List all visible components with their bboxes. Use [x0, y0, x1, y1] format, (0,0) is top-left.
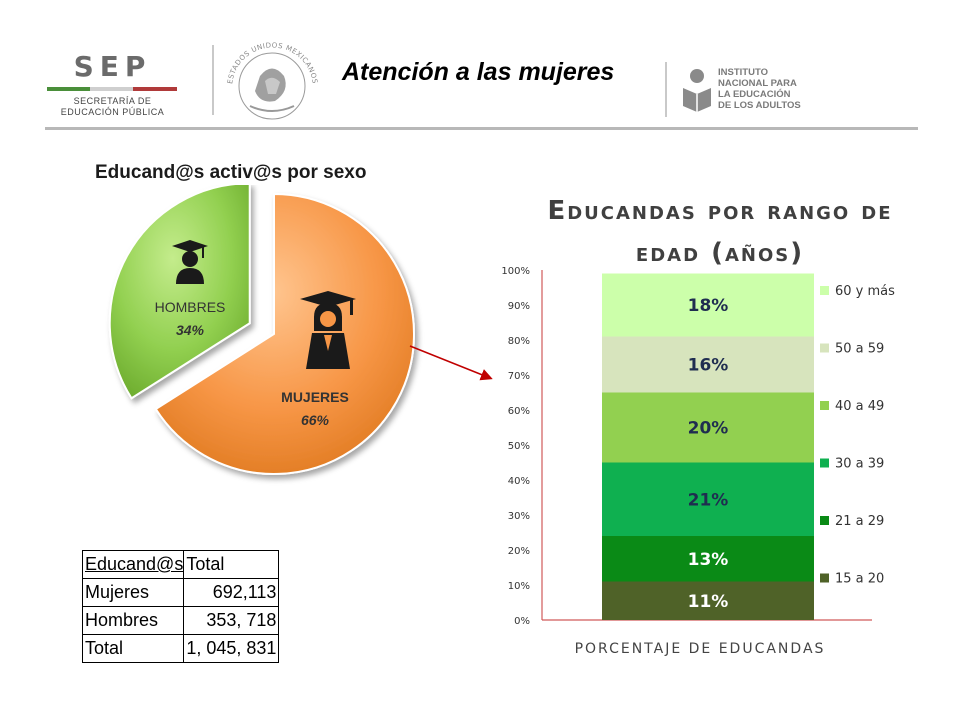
bar-segment: [602, 462, 814, 536]
slide-header: SEP SECRETARÍA DE EDUCACIÓN PÚBLICA ESTA…: [0, 0, 960, 132]
table-header-cell: Total: [183, 550, 280, 579]
bar-segment: [602, 536, 814, 582]
bar-segment: [602, 581, 814, 620]
pie-slice-mujeres: [154, 192, 415, 475]
inea-logo-text: INSTITUTO NACIONAL PARA LA EDUCACIÓN DE …: [718, 67, 801, 111]
legend-swatch: [820, 458, 829, 468]
y-tick-label: 30%: [508, 511, 530, 522]
legend-label: 21 a 29: [835, 514, 884, 529]
bar-legend: 60 y más 50 a 59 40 a 49 30 a 39 21 a 29 15 a…: [820, 284, 895, 587]
bar-data-label: 11%: [688, 592, 729, 612]
bar-segment: [602, 273, 814, 337]
pie-chart-title: Educand@s activ@s por sexo: [95, 162, 367, 183]
inea-line4: DE LOS ADULTOS: [718, 100, 801, 111]
pie-value-hombres: 34%: [176, 322, 205, 338]
sep-logo-bar: [47, 87, 177, 91]
bar-chart-title: Educandas por rango de edad (años): [520, 190, 920, 274]
table-cell-label: Mujeres: [81, 578, 185, 607]
pie-label-mujeres: MUJERES: [281, 389, 349, 405]
table-cell-value: 353, 718: [183, 606, 280, 635]
bar-segments: 11% 13% 21% 20% 16% 18%: [602, 273, 814, 620]
y-tick-label: 70%: [508, 371, 530, 382]
sep-logo-word: SEP: [73, 50, 152, 83]
header-divider: [212, 45, 214, 115]
y-tick-label: 50%: [508, 441, 530, 452]
pie-slice-hombres: [108, 185, 251, 400]
mexican-seal-icon: ESTADOS UNIDOS MEXICANOS: [226, 41, 318, 120]
bar-data-label: 21%: [688, 490, 729, 510]
table-cell-label: Total: [81, 634, 185, 663]
header-rule: [45, 127, 918, 130]
legend-label: 30 a 39: [835, 457, 884, 472]
y-tick-label: 80%: [508, 336, 530, 347]
table-header-row: Educand@s Total: [81, 550, 280, 579]
legend-swatch: [820, 401, 829, 410]
bar-data-label: 18%: [688, 296, 729, 316]
sep-logo-line2: EDUCACIÓN PÚBLICA: [60, 107, 165, 117]
legend-swatch: [820, 516, 829, 525]
header-divider: [665, 62, 667, 117]
table-cell-label: Hombres: [81, 606, 185, 635]
table-row: Hombres 353, 718: [81, 606, 280, 635]
stacked-bar-chart: 0% 10% 20% 30% 40% 50% 60% 70% 80% 90% 100% 11% 13%…: [501, 266, 895, 657]
table-row: Total 1, 045, 831: [81, 634, 280, 663]
inea-line2: NACIONAL PARA: [718, 78, 797, 89]
bar-segment: [602, 336, 814, 393]
pie-value-mujeres: 66%: [301, 412, 330, 428]
bar-data-label: 16%: [688, 356, 729, 376]
sep-logo: SEP SECRETARÍA DE EDUCACIÓN PÚBLICA: [45, 50, 180, 120]
legend-swatch: [820, 573, 829, 583]
bar-segment: [602, 392, 814, 463]
sep-logo-line1: SECRETARÍA DE: [73, 96, 152, 106]
pie-label-hombres: HOMBRES: [155, 299, 226, 315]
bar-data-label: 20%: [688, 419, 729, 439]
bar-chart-title-line1: Educandas por rango de: [547, 196, 893, 226]
bar-data-label: 13%: [688, 550, 729, 570]
inea-reader-icon: [683, 69, 711, 112]
legend-swatch: [820, 343, 829, 353]
table-header-cell: Educand@s: [81, 550, 185, 579]
legend-swatch: [820, 286, 829, 295]
educandos-table: Educand@s Total Mujeres 692,113 Hombres …: [81, 550, 280, 663]
male-graduate-icon: [172, 240, 208, 284]
inea-line3: LA EDUCACIÓN: [718, 89, 791, 100]
legend-label: 60 y más: [835, 284, 895, 299]
y-tick-label: 20%: [508, 546, 530, 557]
inea-line1: INSTITUTO: [718, 67, 768, 78]
legend-label: 15 a 20: [835, 572, 884, 587]
table-row: Mujeres 692,113: [81, 578, 280, 607]
pie-chart: HOMBRES 34% MUJERES 66%: [108, 185, 415, 475]
bar-chart-title-line2: edad (años): [635, 238, 805, 268]
legend-label: 50 a 59: [835, 342, 884, 357]
slide-title: Atención a las mujeres: [342, 58, 615, 86]
table-cell-value: 1, 045, 831: [183, 634, 280, 663]
y-tick-label: 90%: [508, 301, 530, 312]
bar-x-axis-label: PORCENTAJE DE EDUCANDAS: [575, 641, 826, 657]
legend-label: 40 a 49: [835, 399, 884, 414]
connector-arrow: [409, 345, 493, 381]
female-graduate-icon: [300, 291, 356, 369]
y-tick-label: 0%: [514, 616, 530, 627]
table-cell-value: 692,113: [183, 578, 280, 607]
y-tick-label: 10%: [508, 581, 530, 592]
y-tick-label: 100%: [501, 266, 530, 277]
y-tick-label: 40%: [508, 476, 530, 487]
y-tick-label: 60%: [508, 406, 530, 417]
